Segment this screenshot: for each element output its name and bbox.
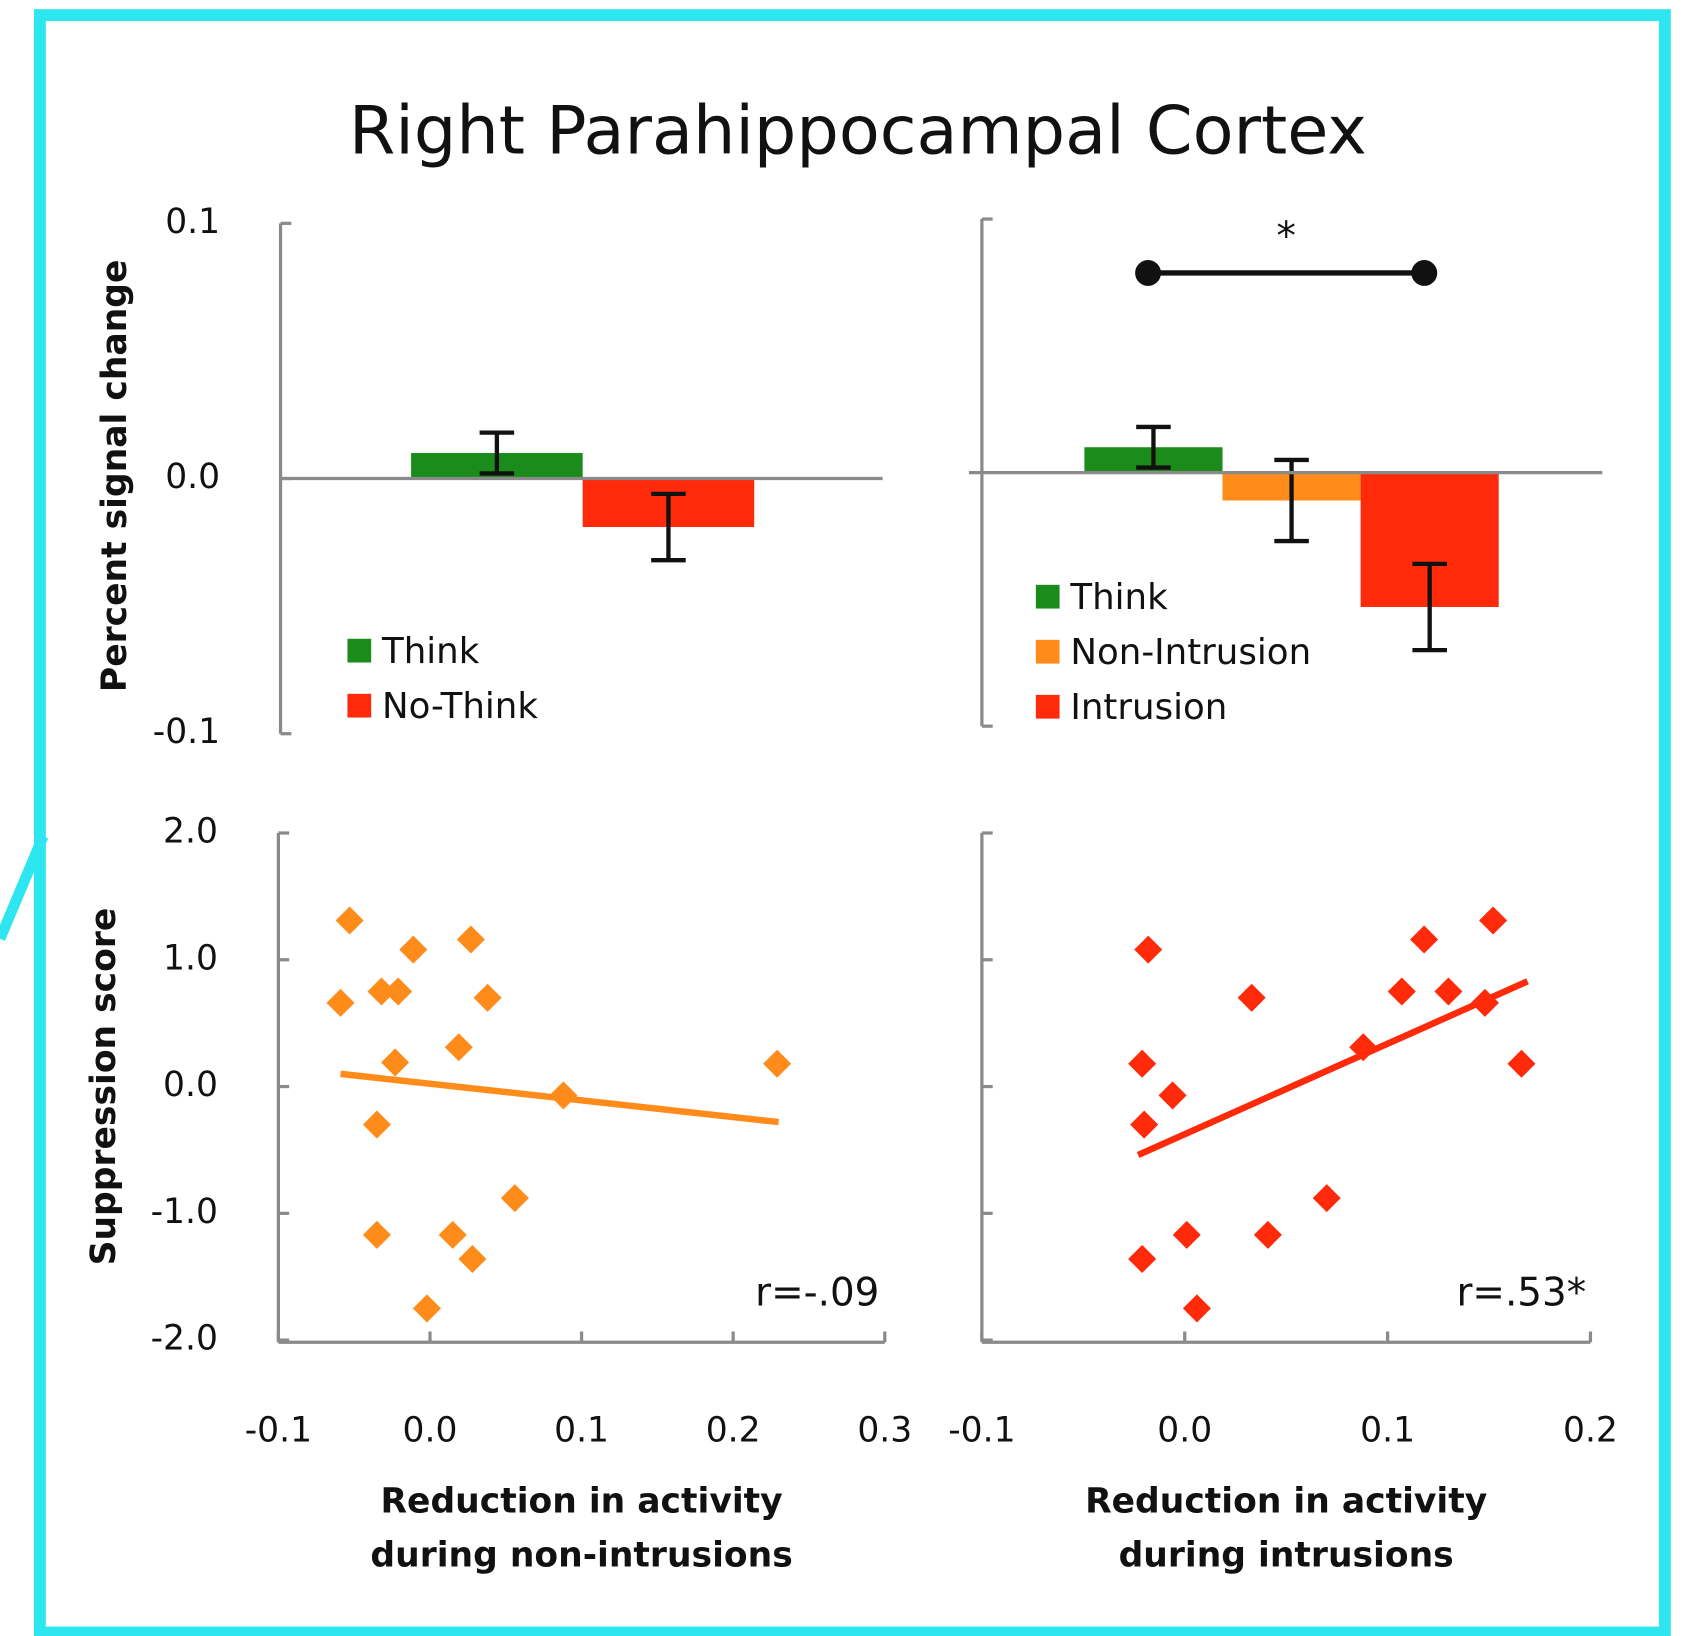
error-bar [479,430,515,476]
point [1434,977,1463,1006]
point [362,1220,391,1249]
correlation-label: r=-.09 [755,1270,879,1315]
point [326,988,355,1017]
point [1134,935,1163,964]
point [1507,1049,1536,1078]
point [384,977,413,1006]
y-tick-label: 1.0 [163,938,218,978]
legend-swatch [347,693,372,718]
legend-swatch [1035,584,1060,609]
point [1312,1184,1341,1213]
legend-label: No-Think [382,686,538,727]
point [1158,1081,1187,1110]
point [335,906,364,935]
x-tick-label: -0.1 [245,1410,312,1450]
point [473,983,502,1012]
point [1128,1049,1157,1078]
point [367,977,396,1006]
y-tick-label: 0.1 [165,202,220,242]
correlation-label: r=.53* [1456,1270,1586,1315]
legend-label: Intrusion [1070,687,1227,728]
point [1470,988,1499,1017]
point [412,1294,441,1323]
point [763,1049,792,1078]
fit-line [1136,978,1529,1158]
point [1349,1033,1378,1062]
y-axis-label: Percent signal change [95,260,135,693]
frame [33,9,1671,1636]
point [1237,983,1266,1012]
legend-label: Think [381,631,480,672]
figure-body: Right Parahippocampal Cortex 0.1 0.0 -0.1 P… [0,9,1671,1636]
point [444,1033,473,1062]
x-axis-label: Reduction in activity [380,1482,782,1522]
point [1479,906,1508,935]
point [1172,1220,1201,1249]
point [399,935,428,964]
point [1387,977,1416,1006]
y-tick-label: 2.0 [163,811,218,851]
point [381,1048,410,1077]
legend-label: Non-Intrusion [1070,632,1311,673]
point [438,1220,467,1249]
point [500,1184,529,1213]
point [1253,1220,1282,1249]
figure-title: Right Parahippocampal Cortex [349,91,1367,169]
error-bar [1136,424,1171,470]
significance-end [1411,260,1438,286]
y-tick-label: 0.0 [165,457,220,497]
point [549,1081,578,1110]
point [1128,1244,1157,1274]
y-tick-label: -1.0 [151,1192,218,1232]
x-tick-label: -0.1 [948,1410,1015,1450]
y-axis-label: Suppression score [84,908,124,1266]
legend-swatch [1035,694,1060,719]
x-tick-label: 0.0 [1157,1410,1212,1450]
x-axis-label: Reduction in activity [1085,1482,1487,1522]
x-tick-label: 0.1 [554,1410,609,1450]
x-axis-label: during non-intrusions [370,1535,792,1575]
y-tick-label: 0.0 [163,1065,218,1105]
x-tick-label: 0.2 [706,1410,761,1450]
x-tick-label: 0.0 [403,1410,458,1450]
y-tick-label: -0.1 [153,712,220,752]
significance-label: * [1276,214,1295,259]
significance-end [1135,260,1162,286]
point [1410,925,1439,954]
error-bar [1412,561,1447,653]
point [456,925,485,954]
point [458,1244,487,1274]
x-tick-label: 0.1 [1360,1410,1415,1450]
point [1182,1294,1211,1323]
error-bar [651,491,686,563]
point [362,1110,391,1139]
y-tick-label: -2.0 [151,1319,218,1359]
legend-swatch [347,638,372,663]
legend-swatch [1035,639,1060,664]
legend-label: Think [1069,577,1168,618]
x-axis-label: during intrusions [1119,1535,1454,1575]
x-tick-label: 0.3 [857,1410,912,1450]
x-tick-label: 0.2 [1563,1410,1618,1450]
point [1130,1110,1159,1139]
